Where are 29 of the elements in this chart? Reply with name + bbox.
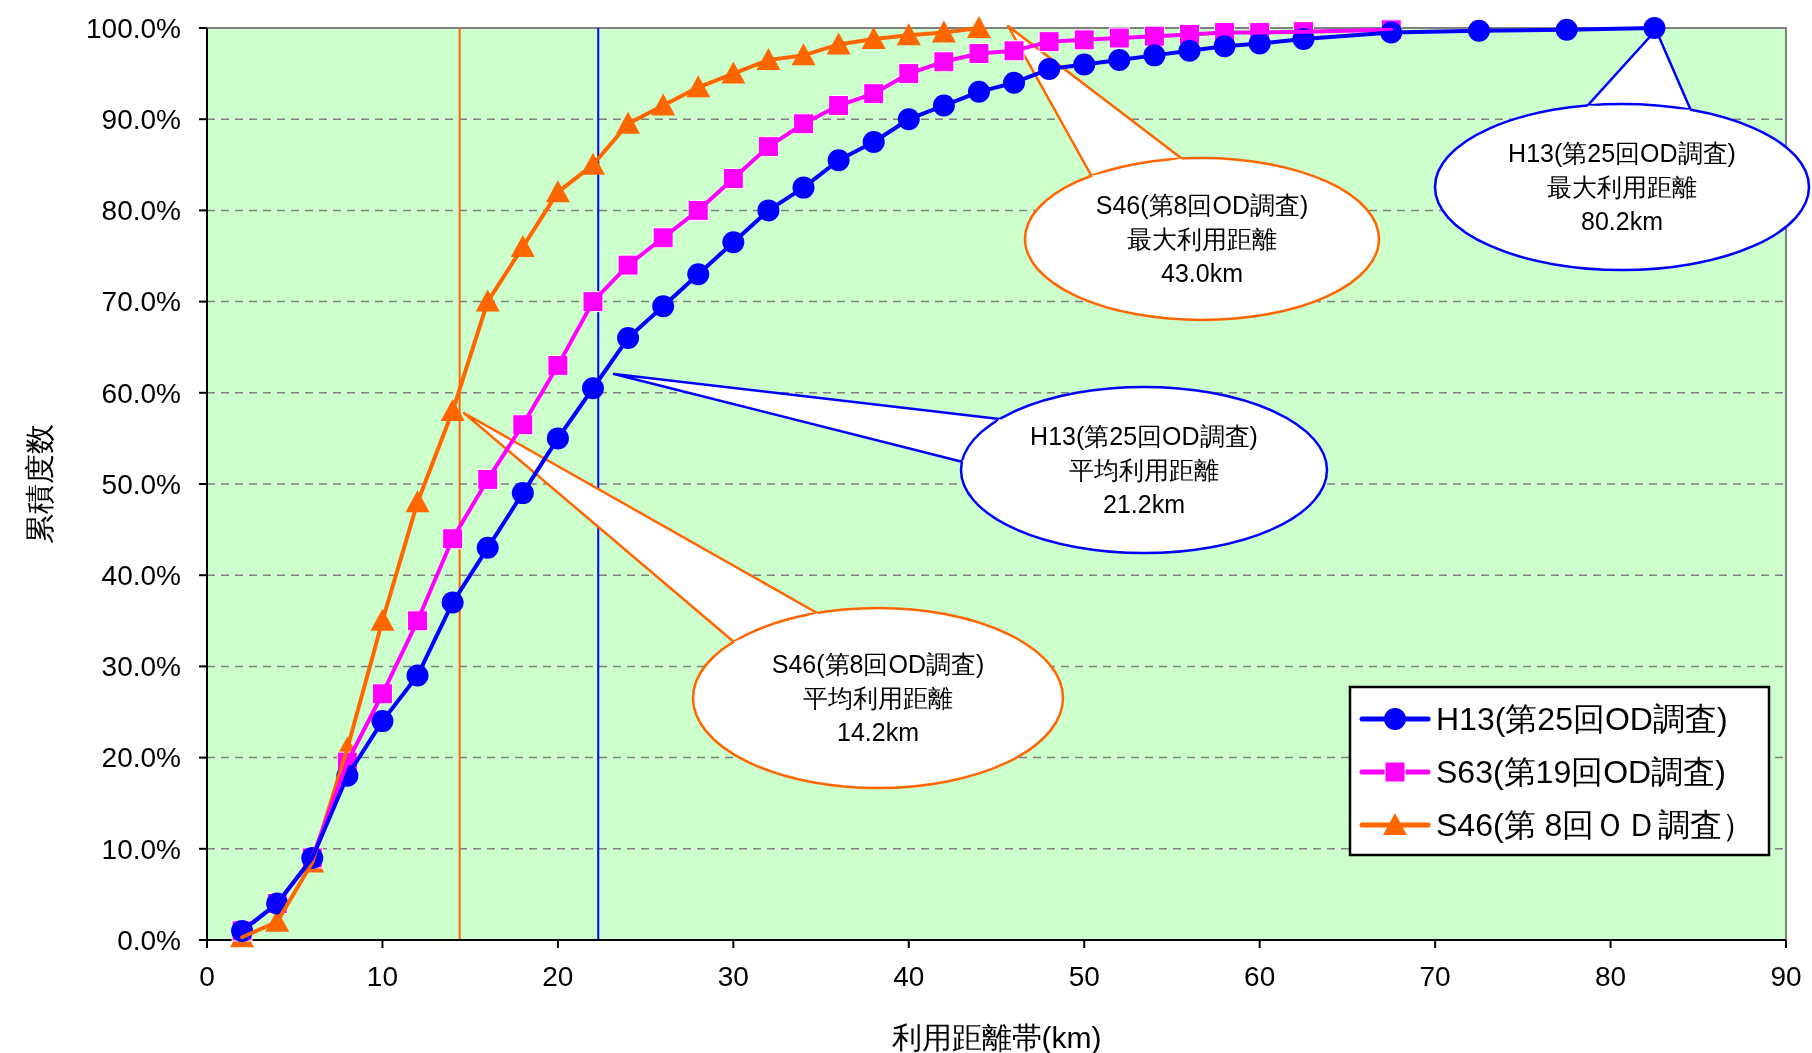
x-tick-label: 50 [1068,961,1100,992]
x-tick-label: 10 [366,961,399,992]
legend-label: S46(第 8回ＯＤ調査） [1436,807,1755,844]
y-tick-label: 60.0% [101,377,181,409]
legend-label: H13(第25回OD調査) [1436,701,1728,738]
annotation: H13(第25回OD調査) 平均利用距離 21.2km [1030,421,1258,518]
x-tick-label: 20 [542,961,574,992]
y-tick-label: 100.0% [86,12,181,44]
x-tick-label: 90 [1770,961,1802,992]
y-tick-label: 10.0% [101,833,181,865]
y-tick-label: 40.0% [101,560,181,591]
y-tick-label: 90.0% [101,104,181,135]
x-tick-label: 0 [199,961,215,992]
y-tick-label: 50.0% [101,468,181,500]
x-tick-label: 80 [1594,961,1627,992]
x-tick-label: 70 [1419,961,1451,992]
legend-label: S63(第19回OD調査) [1436,754,1726,791]
y-axis-title: 累積度数 [23,424,56,544]
x-tick-label: 30 [717,961,749,992]
annotation: H13(第25回OD調査) 最大利用距離 80.2km [1508,138,1736,235]
x-tick-label: 40 [893,961,925,992]
y-tick-label: 20.0% [101,742,181,774]
y-tick-label: 30.0% [101,651,181,683]
annotation: S46(第8回OD調査) 平均利用距離 14.2km [771,649,985,746]
x-tick-label: 60 [1244,961,1276,992]
y-tick-label: 70.0% [101,286,181,318]
y-tick-label: 80.0% [101,195,181,227]
annotation: S46(第8回OD調査) 最大利用距離 43.0km [1095,190,1309,287]
y-tick-label: 0.0% [117,924,181,956]
